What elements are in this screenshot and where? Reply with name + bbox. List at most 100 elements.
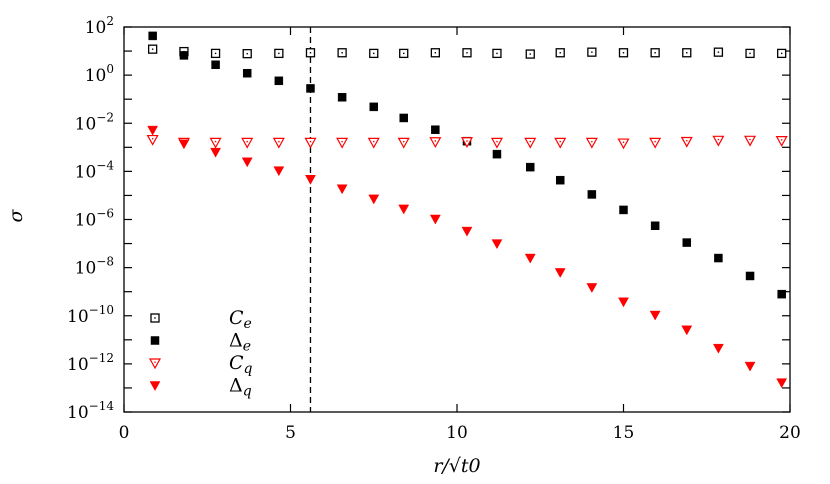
point-filled-square [399,113,408,123]
point-open-triangle-down [336,137,349,149]
point-open-triangle-down [585,137,598,149]
point-open-triangle-down [490,137,503,149]
point-open-triangle-down [429,137,442,149]
point-filled-square [526,162,535,172]
point-open-square-dot [246,52,248,55]
point-open-triangle-down [712,135,725,147]
point-open-triangle-down-dot [341,140,343,143]
point-open-triangle-down [554,137,567,149]
point-filled-square [148,31,157,41]
axes: 102 100 10−2 10−4 10−6 10−8 10−10 10−12 10−140 5 1… [67,14,801,443]
x-tick-label: 15 [613,423,635,443]
point-open-square-dot [403,52,405,55]
y-tick-label: 100 [85,62,114,86]
y-axis-label: σ [5,208,27,222]
point-filled-triangle-down [618,297,629,308]
point-open-triangle-down-dot [434,140,437,142]
point-filled-square [587,190,597,199]
point-open-triangle-down [524,137,537,149]
point-open-triangle-down [241,137,254,149]
x-axis-label: r/√t0 [433,455,480,477]
point-filled-square [211,60,220,69]
point-open-square-dot [591,51,593,53]
point-filled-square [274,76,284,86]
legend-label: Δe [229,330,251,355]
point-filled-triangle-down [305,175,316,185]
point-open-square-dot [341,52,343,54]
point-open-triangle-down-dot [654,140,656,143]
point-open-triangle-down-dot [749,138,751,141]
point-filled-triangle-down [776,378,788,389]
point-filled-square [431,125,440,134]
point-open-triangle-down-dot [717,138,720,141]
point-filled-triangle-down [210,147,221,158]
point-open-square-dot [654,52,656,54]
legend-label: Cq [229,352,253,377]
data-marks [146,31,788,389]
point-filled-triangle-down [178,139,190,150]
y-tick-label: 10−4 [75,158,115,182]
x-tick-label: 0 [119,423,130,443]
point-open-square-dot [214,52,217,55]
point-open-triangle-down-dot [373,140,375,143]
point-filled-triangle-down [554,268,566,278]
y-tick-label: 102 [85,14,114,38]
point-open-triangle-down-dot [309,140,312,143]
y-tick-label: 10−14 [67,399,114,423]
point-open-triangle-down-dot [780,139,783,141]
point-open-square-dot [717,51,720,53]
y-tick-label: 10−2 [75,110,114,134]
point-open-triangle-down-dot [559,140,561,143]
point-filled-triangle-down [336,184,348,195]
point-open-square-dot [309,52,312,54]
legend-marker [149,381,161,392]
point-filled-triangle-down [368,194,380,205]
point-open-triangle-down [744,135,757,147]
legend-marker [150,336,160,345]
point-filled-triangle-down [491,239,503,250]
legend-label: Ce [229,307,252,332]
point-open-square-dot [559,52,561,54]
point-open-square-dot [278,52,280,55]
point-filled-square [714,253,723,263]
point-filled-triangle-down [273,166,285,177]
point-filled-triangle-down [524,253,536,264]
point-filled-triangle-down [744,361,756,372]
point-open-triangle-down [367,137,380,149]
legend-label: Δq [229,375,252,400]
x-tick-label: 10 [446,423,468,443]
point-open-square-dot [780,52,783,55]
point-open-triangle-down [272,137,285,149]
point-filled-square [179,51,189,60]
point-open-triangle-down [775,136,788,147]
point-filled-triangle-down [398,204,410,215]
point-filled-square [745,271,755,281]
legend-marker-dot [154,361,156,363]
x-tick-label: 5 [285,423,296,443]
point-open-square-dot [622,52,625,54]
point-open-triangle-down-dot [591,140,593,143]
legend-marker-dot [154,317,156,319]
point-open-square-dot [529,53,531,55]
point-filled-square [242,68,252,78]
point-filled-square [777,289,786,299]
point-open-square-dot [686,52,688,54]
point-filled-triangle-down [147,125,159,136]
point-filled-square [555,175,565,185]
point-open-triangle-down [304,137,317,149]
point-filled-square [682,238,692,247]
plot-frame [123,26,791,413]
point-open-triangle-down [397,137,410,149]
point-open-square-dot [434,52,437,54]
point-open-triangle-down-dot [403,140,405,143]
point-open-triangle-down-dot [246,140,248,143]
point-open-triangle-down-dot [496,140,498,143]
point-open-triangle-down-dot [278,140,280,143]
point-open-square-dot [749,52,751,55]
point-filled-square [619,205,628,215]
point-open-triangle-down-dot [622,141,625,143]
point-open-triangle-down-dot [529,140,531,143]
point-filled-square [650,221,660,230]
point-filled-triangle-down [649,310,661,321]
